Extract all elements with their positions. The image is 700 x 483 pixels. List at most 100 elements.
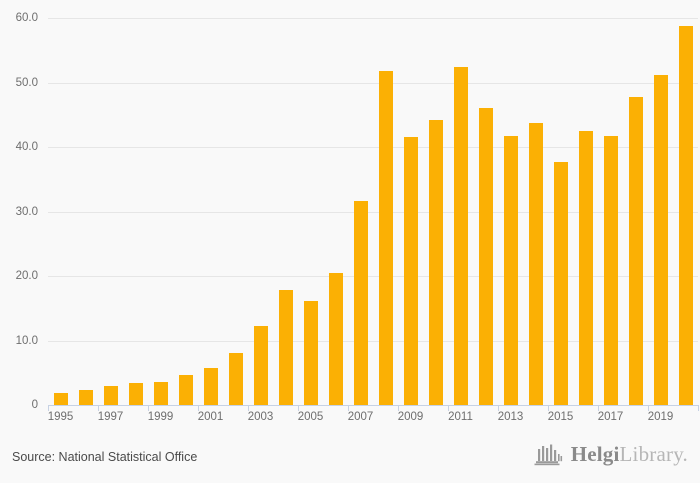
bar-slot (473, 18, 498, 405)
bar-2010[interactable] (428, 119, 443, 405)
bar-2012[interactable] (478, 107, 493, 405)
brand-name-primary: Helgi (570, 442, 620, 466)
bar-slot (123, 18, 148, 405)
bar-slot (273, 18, 298, 405)
bar-2005[interactable] (303, 301, 318, 405)
gridline (48, 82, 698, 84)
x-axis-tick (48, 405, 49, 411)
bar-slot (298, 18, 323, 405)
x-axis-tick (598, 405, 599, 411)
bar-2019[interactable] (653, 75, 668, 405)
bar-slot (348, 18, 373, 405)
bar-1996[interactable] (78, 389, 93, 405)
bar-2007[interactable] (353, 201, 368, 405)
x-axis-line (48, 405, 698, 406)
bar-2014[interactable] (528, 122, 543, 405)
y-axis-tick-label: 50.0 (15, 76, 38, 89)
x-axis-tick (548, 405, 549, 411)
gridline (48, 211, 698, 213)
x-axis-tick-label: 1997 (97, 411, 124, 423)
x-axis-tick-label: 2001 (197, 411, 224, 423)
x-axis-tick-label: 2005 (297, 411, 324, 423)
x-axis-tick (298, 405, 299, 411)
y-axis-tick-label: 10.0 (15, 334, 38, 347)
brand-name-secondary: Library. (619, 442, 688, 466)
bar-slot (323, 18, 348, 405)
bar-slot (73, 18, 98, 405)
x-axis-tick-label: 2015 (547, 411, 574, 423)
bar-slot (523, 18, 548, 405)
plot-area: 0 10.0 20.0 30.0 40.0 50.0 60.0 (16, 12, 698, 411)
gridline (48, 18, 698, 19)
bar-2006[interactable] (328, 273, 343, 405)
bar-2018[interactable] (628, 96, 643, 405)
x-axis-tick (398, 405, 399, 411)
bar-1997[interactable] (103, 386, 118, 405)
x-axis-tick (348, 405, 349, 411)
bar-2008[interactable] (378, 70, 393, 405)
x-axis-tick (248, 405, 249, 411)
bar-slot (598, 18, 623, 405)
bar-2000[interactable] (178, 375, 193, 405)
bar-2009[interactable] (403, 137, 418, 405)
library-building-icon (534, 444, 562, 465)
bar-slot (648, 18, 673, 405)
bar-2013[interactable] (503, 136, 518, 405)
x-axis-tick-label: 2007 (347, 411, 374, 423)
y-axis-tick-label: 20.0 (15, 270, 38, 282)
bar-2003[interactable] (253, 326, 268, 405)
bar-2017[interactable] (603, 136, 618, 405)
x-axis-tick-label: 2019 (647, 411, 674, 423)
bar-2002[interactable] (228, 353, 243, 405)
bar-slot (448, 18, 473, 405)
y-gridlines: 0 10.0 20.0 30.0 40.0 50.0 60.0 (16, 12, 698, 411)
bar-1998[interactable] (128, 383, 143, 405)
bar-2011[interactable] (453, 67, 468, 405)
bar-slot (423, 18, 448, 405)
bar-2015[interactable] (553, 161, 568, 405)
bar-1995[interactable] (53, 392, 68, 405)
y-axis-tick-label: 0 (31, 399, 38, 411)
x-axis-tick-label: 1999 (147, 411, 174, 423)
bar-slot (248, 18, 273, 405)
bar-2001[interactable] (203, 368, 218, 405)
x-axis-tick-label: 1995 (47, 411, 74, 423)
bar-slot (373, 18, 398, 405)
gridline (48, 276, 698, 277)
bar-slot (48, 18, 73, 405)
bar-slot (623, 18, 648, 405)
x-axis-tick-label: 2003 (247, 411, 274, 423)
bar-slot (673, 18, 698, 405)
x-axis-tick (448, 405, 449, 411)
bar-2004[interactable] (278, 290, 293, 405)
chart-footer: Source: National Statistical Office Helg… (0, 432, 700, 483)
x-axis-tick-label: 2011 (448, 411, 473, 423)
bar-slot (223, 18, 248, 405)
x-axis-tick (148, 405, 149, 411)
x-axis-tick (648, 405, 649, 411)
x-axis-tick-label: 2013 (497, 411, 524, 423)
bar-slot (198, 18, 223, 405)
bar-1999[interactable] (153, 381, 168, 405)
y-axis-tick-label: 40.0 (15, 141, 38, 153)
x-axis-tick (198, 405, 199, 411)
bar-slot (173, 18, 198, 405)
x-axis-tick-label: 2017 (597, 411, 624, 423)
bar-2016[interactable] (578, 130, 593, 405)
helgi-library-logo[interactable]: HelgiLibrary. (534, 442, 688, 467)
bar-2020[interactable] (678, 25, 693, 405)
x-axis-tick (498, 405, 499, 411)
x-axis-tick (698, 405, 699, 411)
bar-slot (573, 18, 598, 405)
x-axis-labels: 1995 1997 1999 2001 2003 2005 2007 2009 2011 2013… (48, 411, 698, 429)
bar-slot (498, 18, 523, 405)
bar-slot (398, 18, 423, 405)
y-axis-tick-label: 30.0 (15, 205, 38, 218)
gridline (48, 147, 698, 148)
gridline (48, 340, 698, 342)
bar-slot (98, 18, 123, 405)
bar-slot (548, 18, 573, 405)
brand-wordmark: HelgiLibrary. (571, 442, 688, 467)
bar-slot (148, 18, 173, 405)
